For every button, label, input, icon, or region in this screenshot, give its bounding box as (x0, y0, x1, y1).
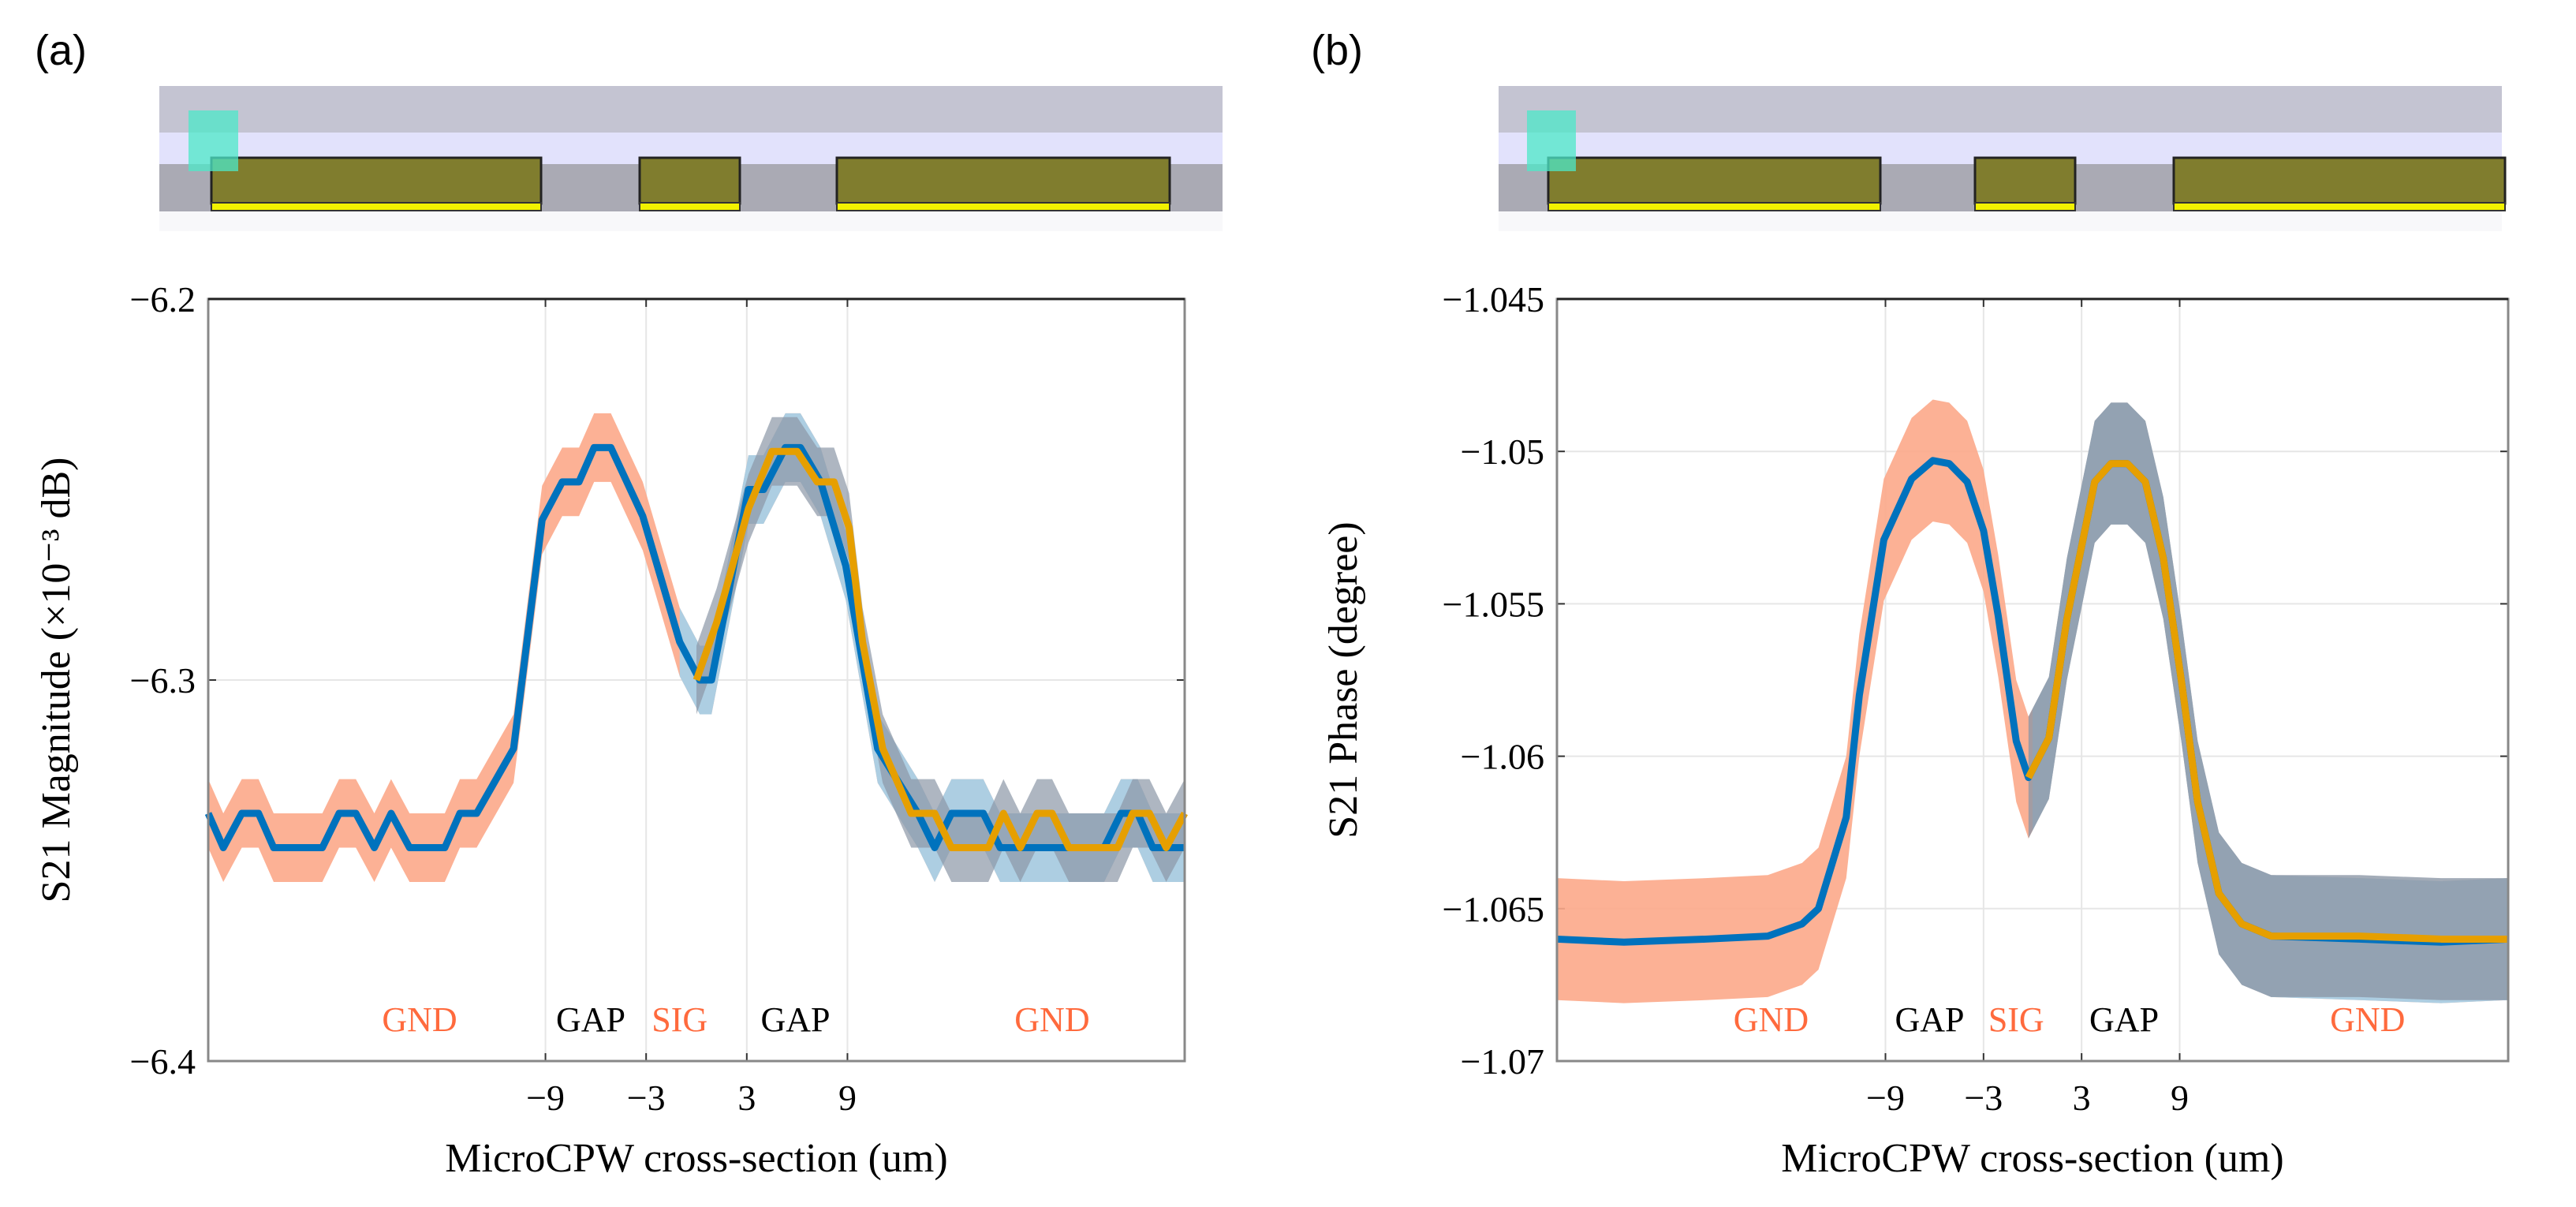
base-layer (159, 211, 1223, 231)
air-layer (1499, 86, 2502, 133)
x-tick-label: −3 (627, 1078, 666, 1118)
panel-label-a: (a) (35, 27, 87, 74)
y-axis-label: S21 Magnitude (×10⁻³ dB) (34, 458, 79, 903)
base-layer (1499, 211, 2502, 231)
y-tick-label: −6.2 (130, 279, 196, 320)
metal-base-strip-1 (639, 202, 741, 211)
x-tick-label: −9 (1866, 1078, 1905, 1118)
region-label-gnd: GND (1734, 1000, 1809, 1039)
x-axis-label: MicroCPW cross-section (um) (445, 1136, 947, 1181)
x-tick-label: 9 (838, 1078, 857, 1118)
panel-label-b: (b) (1311, 27, 1363, 74)
region-label-gnd: GND (382, 1000, 457, 1039)
metal-conductor-1 (1973, 156, 2077, 205)
region-label-gap: GAP (760, 1000, 830, 1039)
metal-conductor-0 (1547, 156, 1882, 205)
chart-a-s21-magnitude: −6.2 −6.3 −6.4 −9 −3 3 9 GND GAP SIG GAP GND MicroCP… (34, 279, 1188, 1181)
y-tick-label: −1.065 (1443, 889, 1544, 929)
cross-section-diagram-b (1499, 86, 2507, 231)
metal-conductor-2 (835, 156, 1171, 205)
metal-conductor-1 (638, 156, 741, 205)
probe-marker (189, 110, 238, 171)
probe-marker (1527, 110, 1576, 171)
region-label-gap: GAP (2089, 1000, 2159, 1039)
y-tick-label: −1.07 (1461, 1041, 1544, 1082)
region-label-gap: GAP (556, 1000, 625, 1039)
x-tick-label: 3 (737, 1078, 756, 1118)
y-tick-label: −1.05 (1461, 432, 1544, 472)
x-tick-label: −3 (1964, 1078, 2003, 1118)
uncertainty-band-2 (2028, 402, 2508, 1000)
region-label-gap: GAP (1895, 1000, 1964, 1039)
chart-b-s21-phase: −1.045−1.05−1.055−1.06−1.065−1.07−9 −3 3 9G… (1321, 279, 2510, 1181)
series-line-0 (204, 443, 1185, 852)
series-line-1 (693, 447, 1188, 852)
metal-base-strip-2 (2173, 202, 2506, 211)
metal-base-strip-0 (211, 202, 542, 211)
metal-base-strip-2 (836, 202, 1170, 211)
y-tick-label: −1.06 (1461, 737, 1544, 777)
metal-base-strip-0 (1547, 202, 1881, 211)
y-tick-label: −1.045 (1443, 279, 1544, 320)
region-label-sig: SIG (1988, 1000, 2044, 1039)
metal-conductor-2 (2172, 156, 2507, 205)
y-tick-label: −6.3 (130, 660, 196, 701)
x-tick-label: −9 (526, 1078, 565, 1118)
series-line-1 (2025, 460, 2508, 943)
y-axis-label: S21 Phase (degree) (1321, 521, 1366, 838)
region-label-gnd: GND (1014, 1000, 1089, 1039)
region-label-gnd: GND (2330, 1000, 2405, 1039)
metal-conductor-0 (210, 156, 543, 205)
x-axis-label: MicroCPW cross-section (um) (1781, 1136, 2283, 1181)
x-tick-label: 9 (2171, 1078, 2189, 1118)
x-tick-label: 3 (2073, 1078, 2091, 1118)
metal-base-strip-1 (1974, 202, 2076, 211)
y-tick-label: −1.055 (1443, 584, 1544, 624)
cross-section-diagram-a (159, 86, 1223, 231)
uncertainty-band-2 (696, 417, 1185, 882)
air-layer (159, 86, 1223, 133)
y-tick-label: −6.4 (130, 1041, 196, 1082)
region-label-sig: SIG (651, 1000, 707, 1039)
